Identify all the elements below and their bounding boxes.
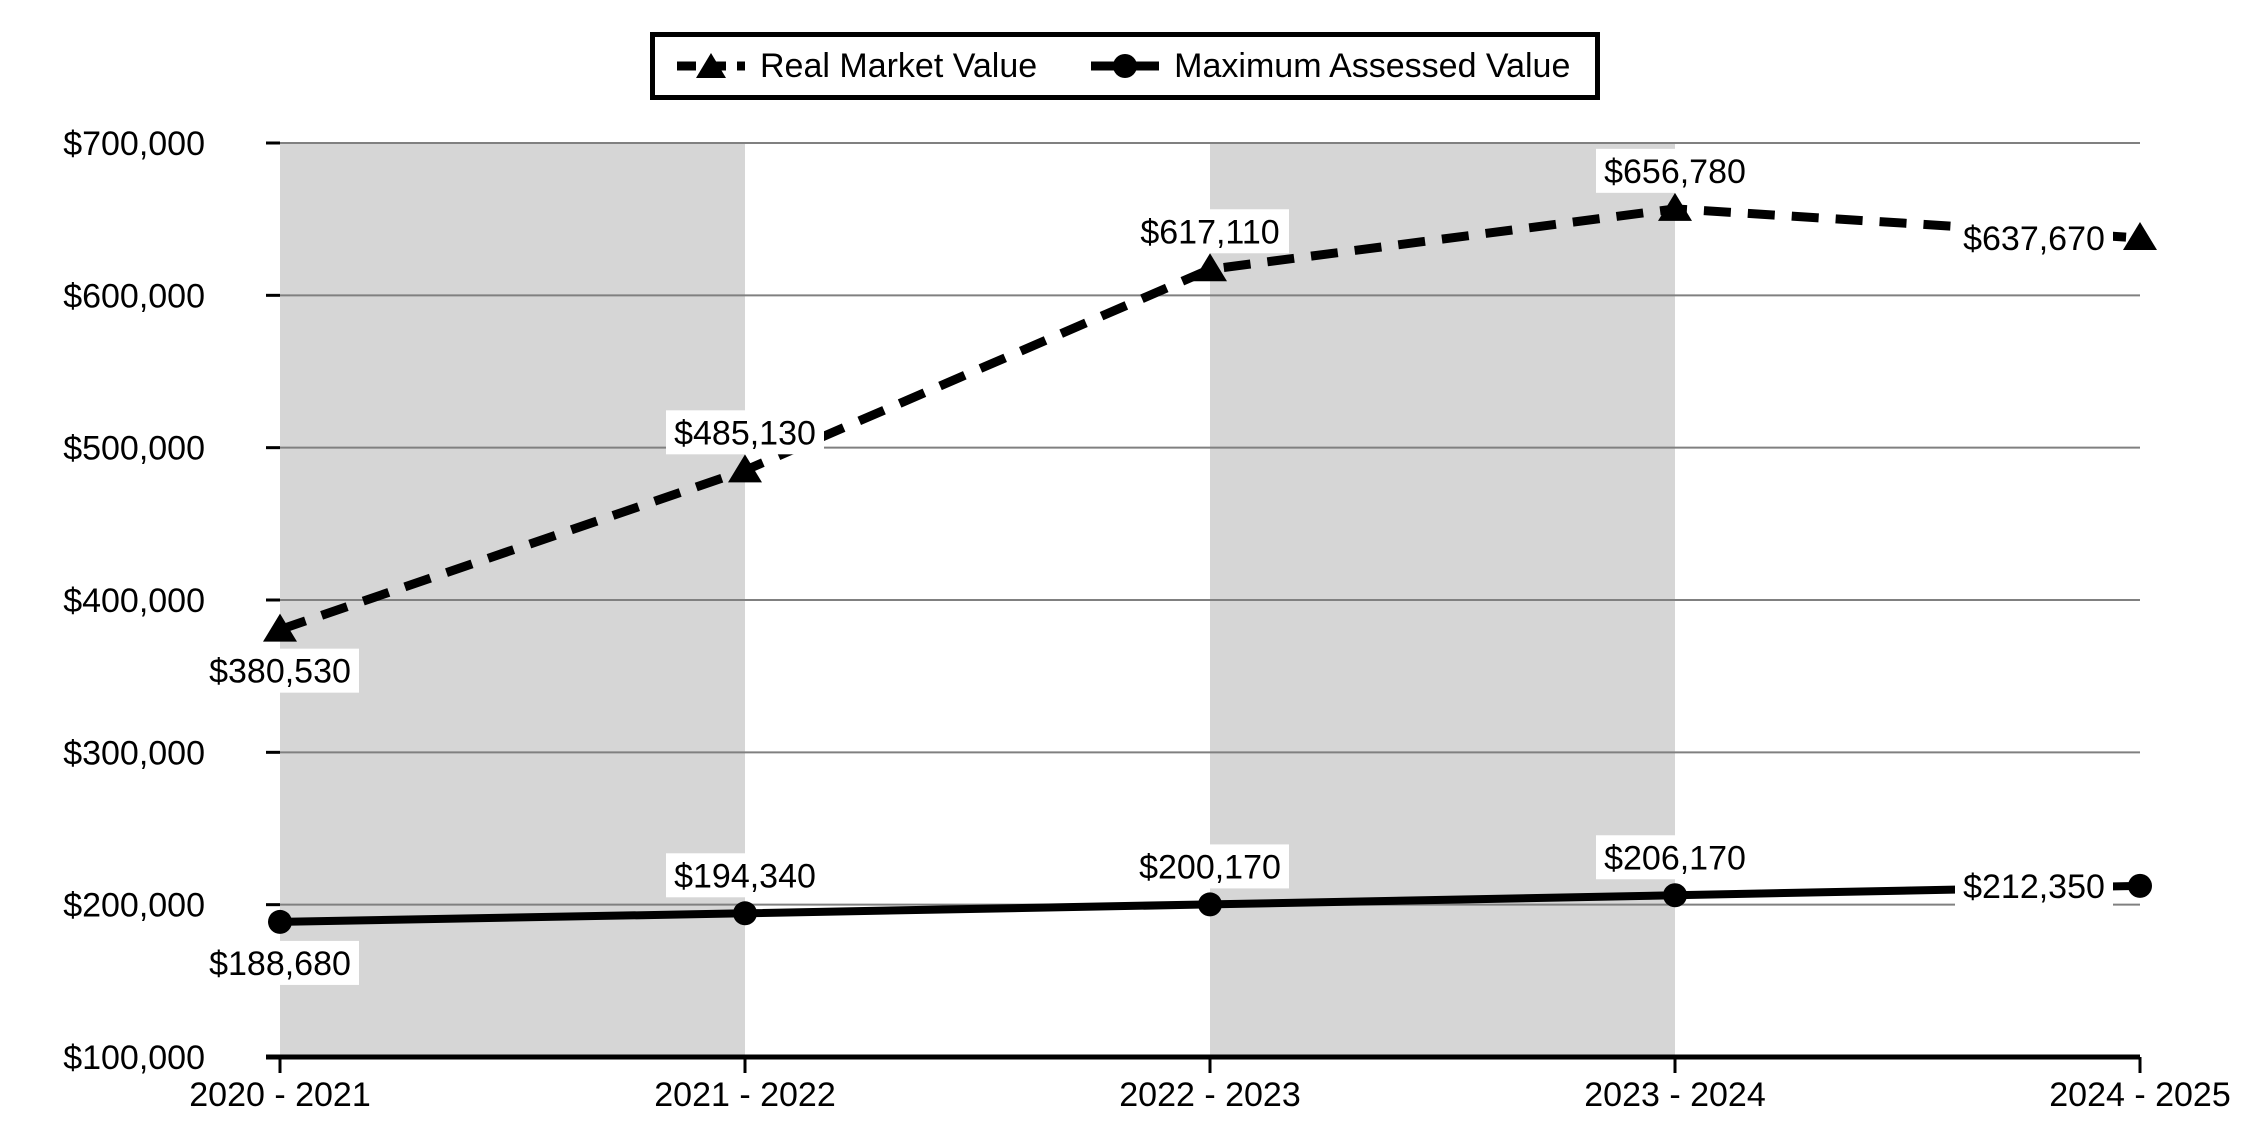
triangle-data-point-marker <box>263 613 297 642</box>
triangle-data-point-marker <box>728 454 762 483</box>
data-label-background <box>201 648 359 693</box>
y-axis-label: $200,000 <box>63 887 205 925</box>
triangle-data-point-marker <box>2123 221 2157 250</box>
data-label-background <box>1955 863 2113 908</box>
dashed-line-triangle-marker-icon <box>677 53 745 78</box>
data-label-background <box>666 410 824 455</box>
data-label: $485,130 <box>674 414 816 452</box>
y-axis-label: $700,000 <box>63 125 205 163</box>
data-label-background <box>1596 835 1754 880</box>
dashed-series-line <box>278 204 2141 634</box>
data-label: $637,670 <box>1963 220 2105 258</box>
data-label-background <box>1131 844 1289 889</box>
x-axis-label: 2024 - 2025 <box>2049 1076 2231 1114</box>
chart-legend: Real Market Value Maximum Assessed Value <box>650 32 1600 100</box>
x-axis-label: 2021 - 2022 <box>654 1076 836 1114</box>
data-label-background <box>1955 215 2113 260</box>
circle-data-point-marker <box>1663 883 1687 908</box>
legend-item-maximum-assessed-value: Maximum Assessed Value <box>1091 47 1570 86</box>
x-axis-label: 2020 - 2021 <box>189 1076 371 1114</box>
triangle-data-point-marker <box>1658 192 1692 221</box>
circle-data-point-marker <box>268 909 292 934</box>
solid-line-circle-marker-icon <box>1091 54 1160 78</box>
data-label-background <box>1131 209 1289 254</box>
data-label: $188,680 <box>209 945 351 983</box>
y-axis-label: $100,000 <box>63 1039 205 1077</box>
data-label: $380,530 <box>209 653 351 691</box>
data-label: $200,170 <box>1139 848 1281 886</box>
data-label-background <box>666 853 824 898</box>
data-label: $617,110 <box>1140 213 1279 251</box>
y-axis-label: $600,000 <box>63 277 205 315</box>
y-axis-label: $500,000 <box>63 430 205 468</box>
data-label: $194,340 <box>674 857 816 895</box>
triangle-data-point-marker <box>1193 253 1227 282</box>
x-axis-label: 2022 - 2023 <box>1119 1076 1301 1114</box>
y-axis-label: $300,000 <box>63 734 205 772</box>
circle-data-point-marker <box>2128 873 2152 898</box>
data-label-background <box>201 940 359 985</box>
data-label: $656,780 <box>1604 153 1746 191</box>
data-label: $212,350 <box>1963 868 2105 906</box>
y-axis-label: $400,000 <box>63 582 205 620</box>
legend-label-maximum-assessed-value: Maximum Assessed Value <box>1174 46 1571 85</box>
circle-data-point-marker <box>1198 892 1222 917</box>
legend-item-real-market-value: Real Market Value <box>677 47 1037 86</box>
data-label: $206,170 <box>1604 839 1746 877</box>
circle-data-point-marker <box>733 901 757 926</box>
data-label-background <box>1596 148 1754 193</box>
x-axis-label: 2023 - 2024 <box>1584 1076 1766 1114</box>
legend-label-real-market-value: Real Market Value <box>760 46 1038 85</box>
